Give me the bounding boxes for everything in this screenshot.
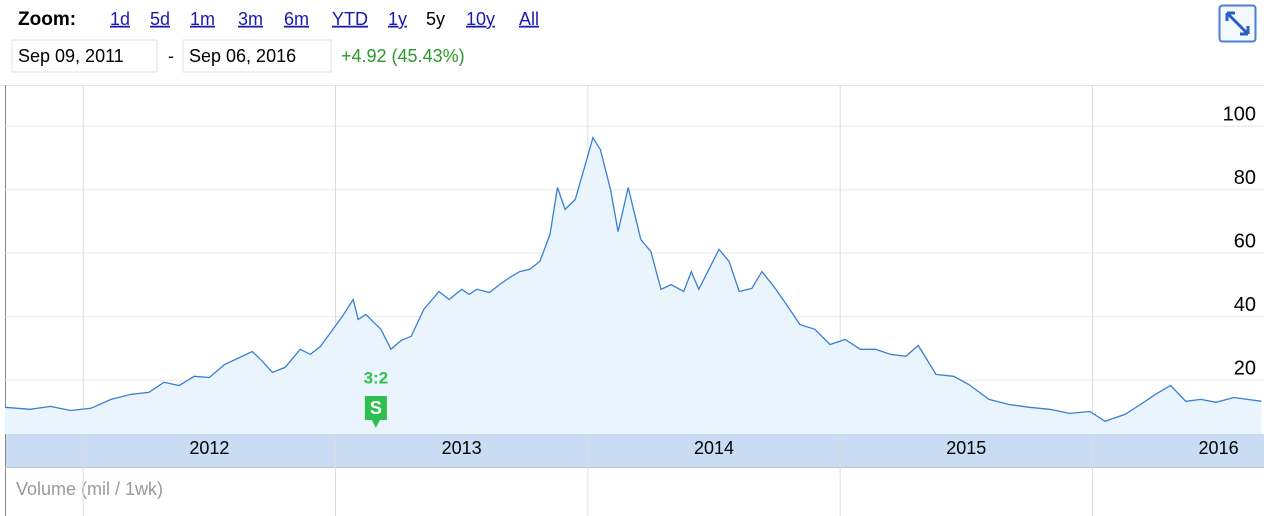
start-date[interactable]: Sep 09, 2011 xyxy=(18,46,124,66)
zoom-option[interactable]: YTD xyxy=(332,9,368,29)
y-tick-label: 40 xyxy=(1234,294,1256,316)
y-tick-label: 80 xyxy=(1234,167,1256,189)
split-icon-text: S xyxy=(370,398,382,418)
price-change: +4.92 (45.43%) xyxy=(341,46,465,66)
zoom-option[interactable]: 5d xyxy=(150,9,170,29)
zoom-option[interactable]: 1y xyxy=(388,9,407,29)
split-label: 3:2 xyxy=(364,368,389,387)
end-date-box[interactable] xyxy=(182,39,332,73)
x-tick-label: 2016 xyxy=(1199,438,1239,458)
zoom-option[interactable]: 1d xyxy=(110,9,130,29)
zoom-option: 5y xyxy=(426,9,445,29)
x-tick-label: 2013 xyxy=(442,438,482,458)
zoom-option[interactable]: 1m xyxy=(190,9,215,29)
y-tick-label: 20 xyxy=(1234,357,1256,379)
price-line xyxy=(4,136,1262,423)
x-axis-band xyxy=(5,434,1264,467)
area-fill xyxy=(5,137,1262,434)
y-tick-label: 60 xyxy=(1234,230,1256,252)
zoom-option[interactable]: All xyxy=(519,9,539,29)
plot xyxy=(4,136,1262,434)
range-separator: - xyxy=(168,46,174,66)
x-tick-label: 2014 xyxy=(694,438,734,458)
split-icon xyxy=(364,396,387,428)
x-tick-label: 2012 xyxy=(189,438,229,458)
expand-button[interactable] xyxy=(1218,4,1257,43)
y-tick-label: 100 xyxy=(1223,104,1256,126)
zoom-option[interactable]: 3m xyxy=(238,9,263,29)
start-date-box[interactable] xyxy=(11,39,158,73)
zoom-option[interactable]: 6m xyxy=(284,9,309,29)
split-marker[interactable]: 3:2 S xyxy=(364,368,389,428)
zoom-label: Zoom: xyxy=(18,9,76,30)
zoom-option[interactable]: 10y xyxy=(466,9,495,29)
end-date[interactable]: Sep 06, 2016 xyxy=(189,46,296,66)
volume-label: Volume (mil / 1wk) xyxy=(16,479,163,499)
x-tick-label: 2015 xyxy=(946,438,986,458)
